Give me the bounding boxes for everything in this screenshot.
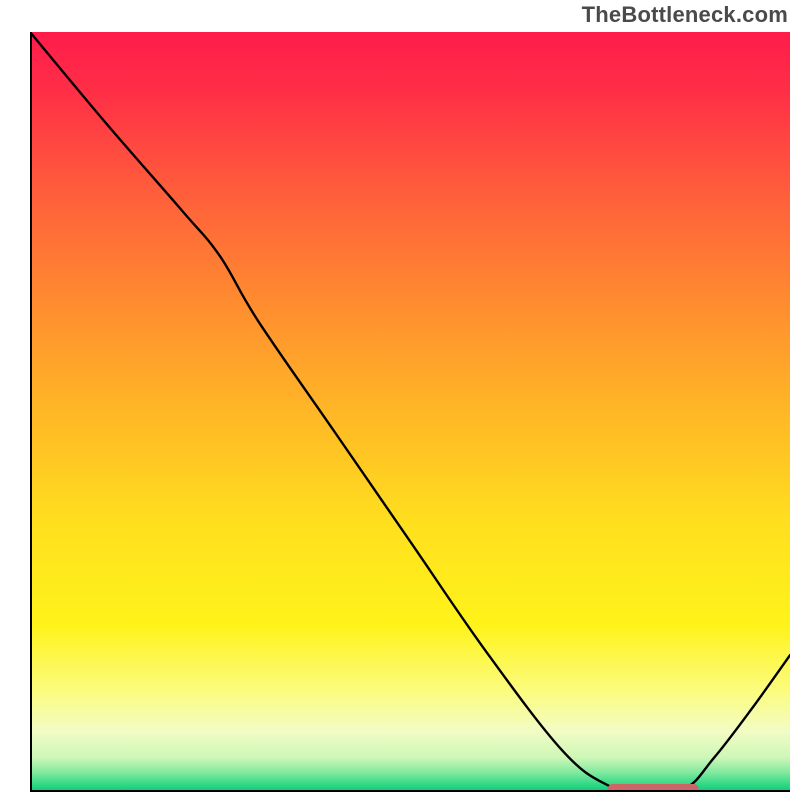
watermark-text: TheBottleneck.com: [582, 2, 788, 28]
chart-svg: [30, 32, 790, 792]
chart-container: TheBottleneck.com: [0, 0, 800, 800]
gradient-background: [30, 32, 790, 792]
plot-area: [30, 32, 790, 792]
